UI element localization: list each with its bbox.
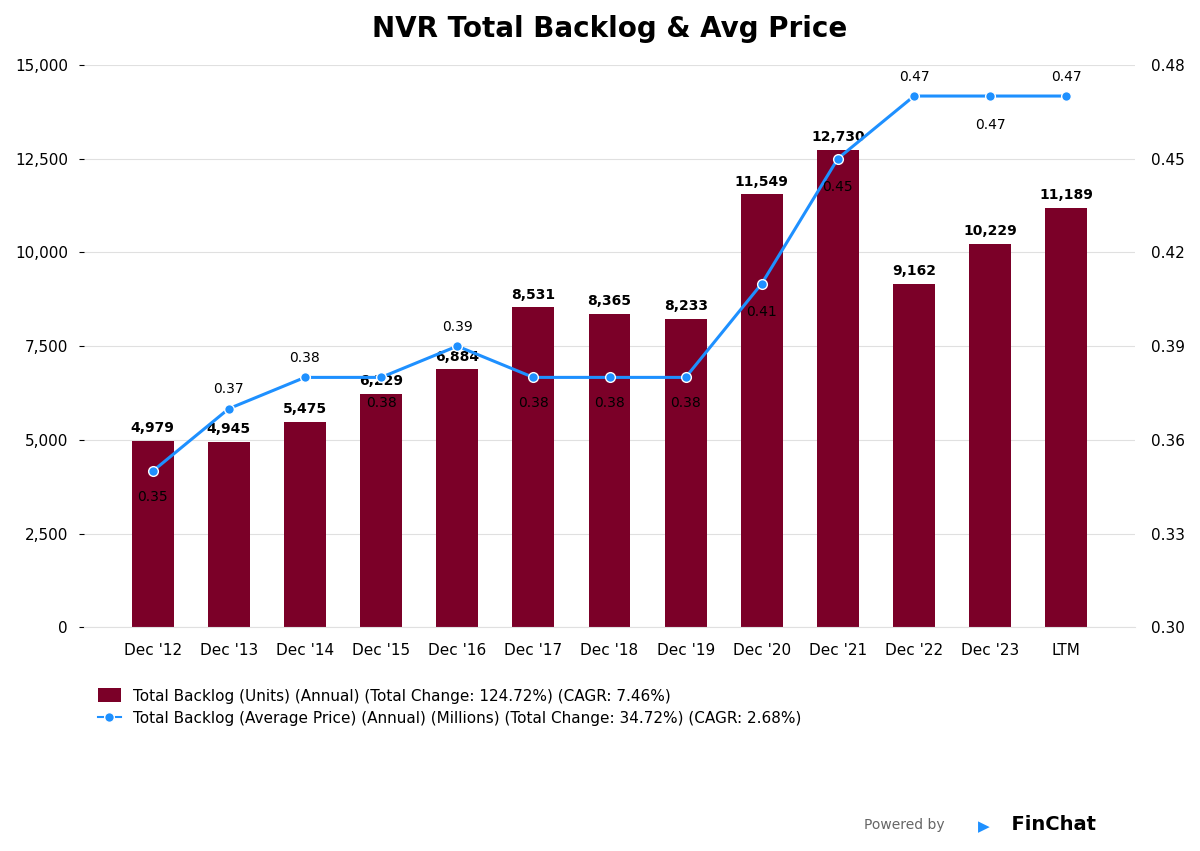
Text: 0.38: 0.38 <box>671 397 701 410</box>
Bar <box>208 442 250 627</box>
Text: FinChat: FinChat <box>998 815 1097 834</box>
Text: 0.47: 0.47 <box>899 70 929 83</box>
Bar <box>512 307 554 627</box>
Text: 0.38: 0.38 <box>518 397 548 410</box>
Bar <box>970 243 1012 627</box>
Bar <box>437 369 478 627</box>
Text: 0.38: 0.38 <box>366 397 396 410</box>
Bar <box>588 314 630 627</box>
Text: 8,233: 8,233 <box>664 299 708 313</box>
Bar <box>817 150 859 627</box>
Text: 0.35: 0.35 <box>137 490 168 504</box>
Text: 0.37: 0.37 <box>214 382 244 397</box>
Text: 10,229: 10,229 <box>964 224 1018 238</box>
Bar <box>360 394 402 627</box>
Text: 8,531: 8,531 <box>511 288 556 302</box>
Text: 0.39: 0.39 <box>442 320 473 334</box>
Text: 6,884: 6,884 <box>436 350 479 363</box>
Bar <box>665 318 707 627</box>
Bar <box>284 422 326 627</box>
Text: 0.47: 0.47 <box>974 118 1006 132</box>
Text: 0.38: 0.38 <box>594 397 625 410</box>
Text: 5,475: 5,475 <box>283 403 328 416</box>
Bar <box>740 194 782 627</box>
Text: 11,549: 11,549 <box>734 174 788 189</box>
Text: Powered by: Powered by <box>864 819 944 832</box>
Text: 12,730: 12,730 <box>811 130 865 145</box>
Text: 0.47: 0.47 <box>1051 70 1081 83</box>
Bar <box>132 441 174 627</box>
Text: 4,945: 4,945 <box>206 422 251 437</box>
Text: ▶: ▶ <box>978 819 990 834</box>
Text: 8,365: 8,365 <box>588 294 631 308</box>
Bar <box>1045 208 1087 627</box>
Text: 11,189: 11,189 <box>1039 188 1093 203</box>
Text: 6,229: 6,229 <box>359 374 403 388</box>
Text: 9,162: 9,162 <box>892 264 936 278</box>
Title: NVR Total Backlog & Avg Price: NVR Total Backlog & Avg Price <box>372 15 847 43</box>
Text: 4,979: 4,979 <box>131 421 175 435</box>
Legend: Total Backlog (Units) (Annual) (Total Change: 124.72%) (CAGR: 7.46%), Total Back: Total Backlog (Units) (Annual) (Total Ch… <box>91 683 808 733</box>
Bar <box>893 283 935 627</box>
Text: 0.38: 0.38 <box>289 351 320 365</box>
Text: 0.45: 0.45 <box>822 180 853 194</box>
Text: 0.41: 0.41 <box>746 306 778 319</box>
